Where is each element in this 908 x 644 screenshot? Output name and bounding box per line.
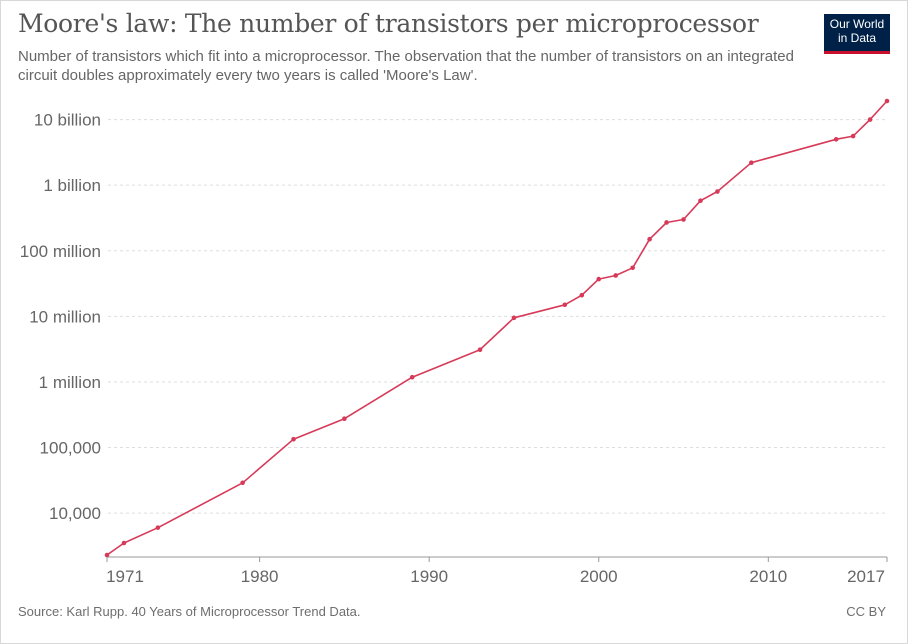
data-point[interactable] <box>630 265 635 271</box>
data-point[interactable] <box>121 540 127 546</box>
data-point[interactable] <box>477 347 483 353</box>
data-point[interactable] <box>155 525 161 530</box>
y-tick-label: 10,000 <box>49 504 101 523</box>
y-tick-label: 1 billion <box>43 176 101 195</box>
data-point[interactable] <box>884 98 890 104</box>
y-tick-label: 100 million <box>20 242 101 261</box>
data-point[interactable] <box>562 302 568 308</box>
data-point[interactable] <box>104 552 110 558</box>
series-line[interactable] <box>106 100 888 556</box>
data-point[interactable] <box>867 117 873 122</box>
owid-logo[interactable]: Our World in Data <box>824 14 890 54</box>
data-point[interactable] <box>647 236 652 242</box>
x-tick-label: 1980 <box>241 567 279 586</box>
series-layer <box>104 98 890 558</box>
data-point[interactable] <box>749 160 754 166</box>
data-point[interactable] <box>850 133 856 139</box>
source-note: Source: Karl Rupp. 40 Years of Microproc… <box>18 604 361 619</box>
data-point[interactable] <box>698 198 703 203</box>
grid-lines <box>108 119 887 514</box>
license-link[interactable]: CC BY <box>846 604 886 619</box>
data-point[interactable] <box>291 436 296 442</box>
data-point[interactable] <box>596 276 602 282</box>
y-tick-label: 1 million <box>39 373 101 392</box>
chart-title: Moore's law: The number of transistors p… <box>18 9 759 38</box>
x-tick-label: 2017 <box>847 567 885 586</box>
data-point[interactable] <box>715 189 720 194</box>
x-tick-label: 2000 <box>580 567 618 586</box>
chart-subtitle: Number of transistors which fit into a m… <box>18 48 794 84</box>
data-point[interactable] <box>664 220 669 225</box>
data-point[interactable] <box>681 217 686 222</box>
y-tick-label: 10 million <box>29 307 101 326</box>
x-axis: 1971 1980 1990 2000 2010 2017 <box>106 556 888 586</box>
y-tick-label: 100,000 <box>40 439 101 458</box>
data-point[interactable] <box>613 273 618 278</box>
x-tick-label: 1971 <box>106 567 144 586</box>
logo-line-2: in Data <box>837 31 877 45</box>
data-point[interactable] <box>409 374 415 380</box>
x-tick-label: 1990 <box>410 567 448 586</box>
data-point[interactable] <box>833 137 839 142</box>
data-point[interactable] <box>240 480 245 486</box>
y-tick-label: 10 billion <box>34 111 101 130</box>
y-axis: 10,000 100,000 1 million 10 million 100 mill… <box>20 111 101 524</box>
data-point[interactable] <box>342 416 347 422</box>
data-point[interactable] <box>511 315 517 321</box>
logo-line-1: Our World <box>829 17 885 31</box>
x-tick-label: 2010 <box>749 567 787 586</box>
data-point[interactable] <box>579 292 585 298</box>
